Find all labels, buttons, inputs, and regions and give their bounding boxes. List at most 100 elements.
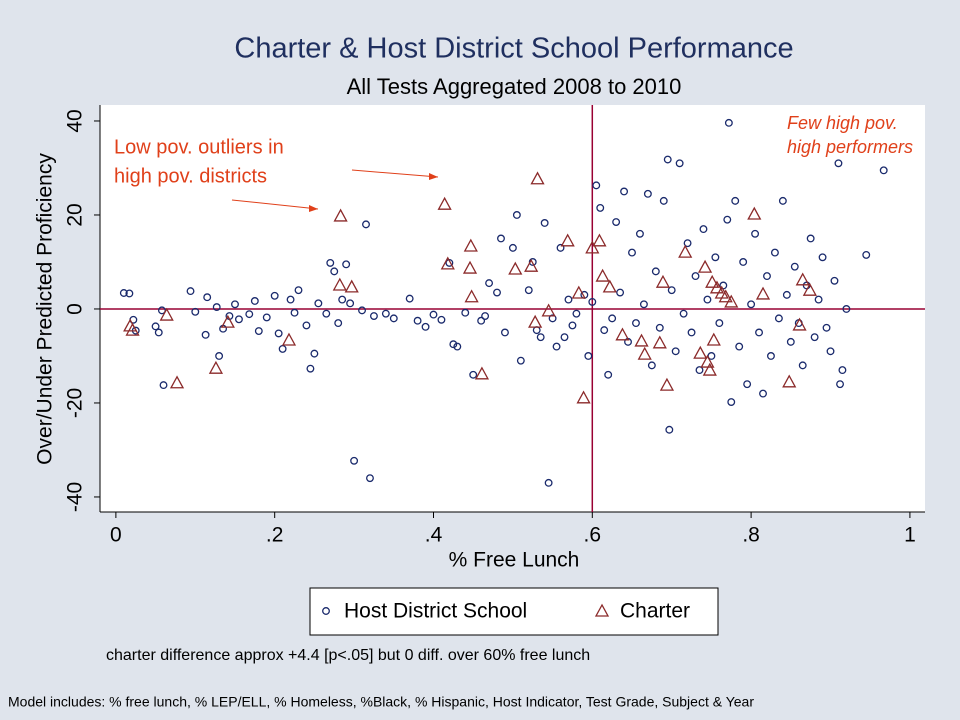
point: [667, 286, 676, 295]
point: [810, 333, 819, 342]
point: [437, 315, 446, 324]
point: [826, 347, 835, 356]
point: [651, 267, 660, 276]
point: [755, 286, 771, 300]
point: [818, 253, 827, 262]
point: [639, 300, 648, 309]
point: [151, 322, 160, 331]
x-tick-label: 0: [110, 524, 122, 547]
annotation: high pov. districts: [114, 165, 267, 187]
point: [362, 220, 370, 229]
point: [687, 328, 696, 337]
point: [464, 289, 479, 303]
point: [652, 335, 667, 349]
point: [862, 250, 871, 259]
point: [389, 314, 398, 323]
point: [220, 314, 235, 328]
point: [429, 310, 438, 319]
point: [706, 332, 721, 346]
annotation: Few high pov.: [787, 113, 898, 133]
point: [679, 309, 688, 318]
point: [544, 478, 553, 487]
point: [571, 285, 586, 299]
point: [469, 370, 478, 379]
point: [508, 261, 523, 275]
point: [421, 322, 430, 331]
point: [235, 315, 243, 324]
point: [564, 295, 573, 304]
point: [369, 312, 378, 320]
point: [274, 329, 283, 338]
point: [516, 356, 525, 365]
point: [157, 306, 166, 315]
point: [604, 370, 613, 379]
point: [322, 309, 331, 318]
legend: [309, 587, 719, 636]
point: [751, 229, 760, 238]
point: [703, 295, 712, 304]
point: [290, 308, 299, 317]
point: [602, 279, 617, 293]
point: [830, 276, 839, 285]
point: [743, 380, 752, 389]
point: [659, 196, 668, 205]
point: [203, 293, 212, 302]
point: [306, 364, 315, 373]
point: [281, 332, 297, 346]
legend-marker: [322, 607, 330, 615]
point: [302, 321, 311, 330]
point: [449, 340, 458, 349]
point: [665, 425, 674, 434]
point: [592, 181, 601, 190]
point: [697, 259, 713, 273]
point: [715, 319, 724, 328]
point: [747, 206, 762, 220]
point: [635, 229, 644, 238]
point: [314, 299, 323, 308]
point: [596, 203, 605, 212]
legend-label: Host District School: [344, 600, 527, 623]
point: [802, 282, 817, 296]
point: [568, 321, 577, 330]
y-tick-label: 0: [64, 303, 87, 315]
point: [250, 297, 259, 305]
point: [695, 366, 704, 375]
point: [767, 352, 775, 360]
point: [286, 295, 295, 304]
point: [231, 300, 239, 309]
point: [739, 258, 748, 266]
point: [709, 280, 725, 294]
point: [588, 297, 597, 306]
point: [474, 366, 490, 380]
point: [770, 248, 779, 257]
point: [782, 374, 797, 388]
point: [154, 328, 163, 337]
point: [344, 279, 359, 293]
chart-subtitle: All Tests Aggregated 2008 to 2010: [347, 74, 682, 99]
point: [786, 337, 795, 346]
point: [584, 352, 593, 360]
point: [405, 294, 414, 303]
point: [572, 309, 581, 318]
point: [595, 268, 610, 282]
point: [723, 215, 732, 224]
point: [556, 243, 565, 252]
point: [693, 345, 708, 359]
point: [842, 305, 851, 313]
point: [834, 159, 843, 168]
point: [774, 314, 783, 323]
point: [186, 287, 195, 296]
point: [560, 233, 575, 247]
point: [612, 218, 621, 226]
point: [493, 288, 501, 297]
point: [838, 366, 847, 375]
point: [643, 189, 652, 198]
point: [691, 272, 700, 281]
point: [212, 303, 221, 312]
point: [350, 456, 359, 465]
legend-marker: [594, 603, 610, 617]
point: [530, 171, 545, 185]
point: [346, 299, 355, 308]
point: [778, 196, 787, 205]
